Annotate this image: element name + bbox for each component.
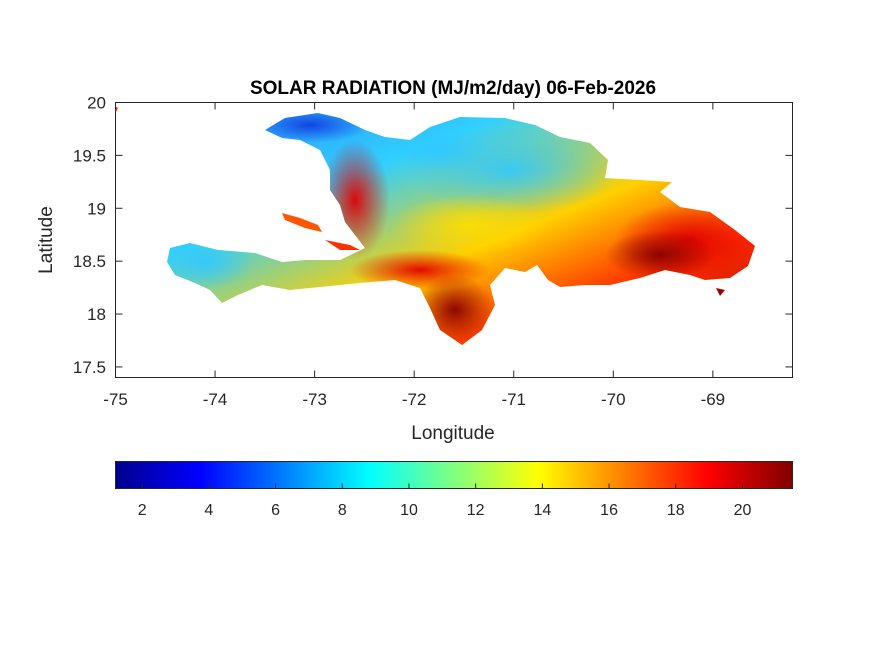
- colorbar: [115, 461, 793, 489]
- chart-title: SOLAR RADIATION (MJ/m2/day) 06-Feb-2026: [250, 78, 656, 99]
- y-tick-label: 18.5: [73, 252, 106, 271]
- heat-blob-center: [390, 195, 550, 255]
- y-tick-label: 19.5: [73, 146, 106, 165]
- colorbar-tick-label: 8: [338, 502, 347, 519]
- colorbar-tick-label: 2: [138, 502, 147, 519]
- y-tick-label: 17.5: [73, 358, 106, 377]
- colorbar-ticks: 2 4 6 8 10 12 14 16 18 20: [138, 483, 752, 519]
- island-tortuga: [282, 213, 322, 232]
- colorbar-tick-label: 10: [400, 502, 418, 519]
- y-axis-label: Latitude: [36, 206, 57, 274]
- x-tick-label: -71: [501, 390, 526, 409]
- x-axis-label: Longitude: [411, 423, 494, 444]
- heat-blob-southcenter: [350, 250, 490, 290]
- colorbar-tick-label: 20: [734, 502, 752, 519]
- island-gonave: [325, 240, 360, 250]
- colorbar-tick-label: 4: [204, 502, 213, 519]
- x-tick-label: -74: [203, 390, 228, 409]
- colorbar-tick-label: 14: [533, 502, 551, 519]
- colorbar-tick-label: 6: [271, 502, 280, 519]
- colorbar-tick-label: 16: [600, 502, 618, 519]
- x-tick-label: -73: [302, 390, 327, 409]
- y-tick-label: 18: [87, 305, 106, 324]
- island-saona: [716, 288, 725, 296]
- colorbar-tick-label: 12: [467, 502, 485, 519]
- x-tick-label: -72: [402, 390, 427, 409]
- colorbar-tick-label: 18: [667, 502, 685, 519]
- x-tick-label: -70: [601, 390, 626, 409]
- y-axis: 17.5 18 18.5 19 19.5 20: [73, 94, 793, 377]
- x-axis: -75 -74 -73 -72 -71 -70 -69: [103, 102, 726, 409]
- x-tick-label: -75: [103, 390, 128, 409]
- heat-blob-north-2: [390, 128, 490, 172]
- heat-blob-east-dark: [605, 230, 715, 280]
- y-tick-label: 20: [87, 94, 106, 113]
- y-tick-label: 19: [87, 199, 106, 218]
- x-tick-label: -69: [701, 390, 726, 409]
